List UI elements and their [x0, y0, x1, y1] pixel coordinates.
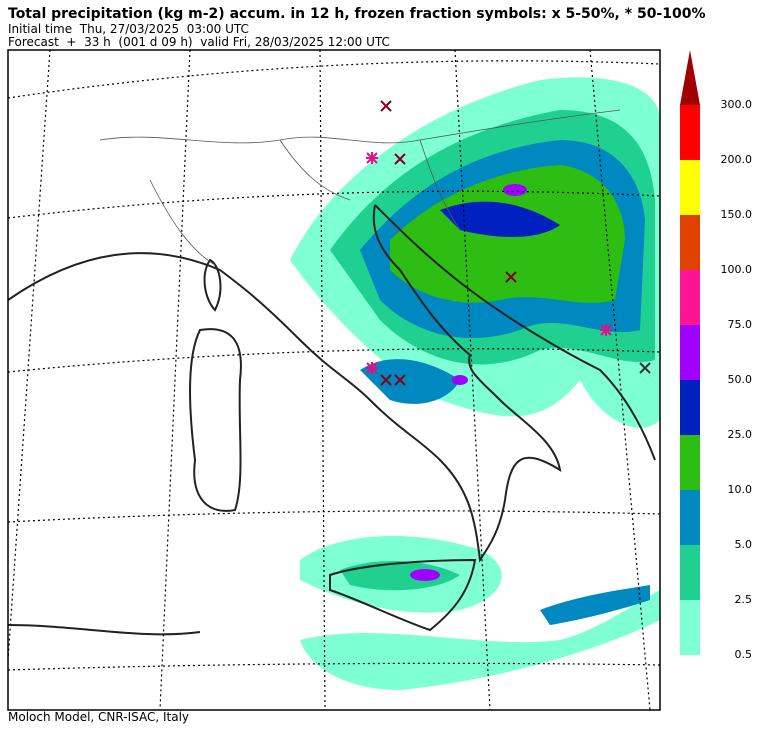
colorbar-label: 50.0 [728, 373, 753, 386]
colorbar-label: 10.0 [728, 483, 753, 496]
colorbar-label: 75.0 [728, 318, 753, 331]
title: Total precipitation (kg m-2) accum. in 1… [8, 6, 706, 22]
colorbar-label: 0.5 [735, 648, 753, 661]
colorbar-label: 300.0 [721, 98, 753, 111]
forecast-time: Forecast + 33 h (001 d 09 h) valid Fri, … [8, 35, 390, 49]
map-frame [7, 49, 661, 711]
colorbar-extension [680, 50, 700, 105]
colorbar-segment [680, 105, 700, 160]
colorbar-segment [680, 215, 700, 270]
colorbar-segment [680, 435, 700, 490]
coastline [8, 204, 656, 636]
colorbar-segment [680, 325, 700, 380]
colorbar-segment [680, 545, 700, 600]
colorbar-label: 25.0 [728, 428, 753, 441]
colorbar-label: 2.5 [735, 593, 753, 606]
footer: Moloch Model, CNR-ISAC, Italy [8, 710, 190, 724]
colorbar-label: 100.0 [721, 263, 753, 276]
colorbar-label: 200.0 [721, 153, 753, 166]
colorbar: 0.5 2.5 5.0 10.0 25.0 50.0 75.0 100.0 150.0 200.0… [680, 50, 752, 661]
colorbar-segment [680, 490, 700, 545]
colorbar-label: 150.0 [721, 208, 753, 221]
frozen-symbols [366, 100, 651, 386]
precip-field [290, 77, 660, 690]
colorbar-segment [680, 380, 700, 435]
colorbar-segment [680, 160, 700, 215]
colorbar-segment [680, 600, 700, 655]
map-body [8, 50, 660, 710]
initial-time: Initial time Thu, 27/03/2025 03:00 UTC [8, 22, 249, 36]
colorbar-segment [680, 270, 700, 325]
graticule [8, 50, 660, 710]
colorbar-label: 5.0 [735, 538, 753, 551]
borders [99, 109, 621, 266]
